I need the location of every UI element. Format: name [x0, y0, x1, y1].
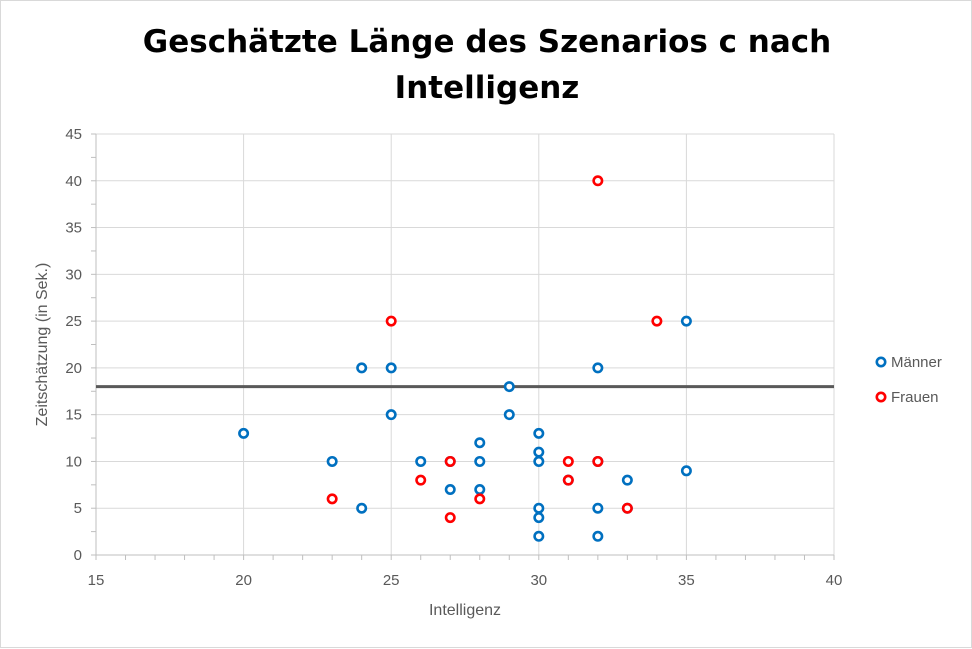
legend-label: Männer: [891, 354, 942, 371]
data-point: [385, 409, 397, 421]
data-point: [533, 427, 545, 439]
y-tick-label: 15: [65, 407, 82, 424]
data-point: [533, 512, 545, 524]
data-point: [474, 455, 486, 467]
data-point: [356, 362, 368, 374]
x-tick-label: 15: [88, 572, 105, 589]
data-point: [533, 502, 545, 514]
x-tick-label: 25: [383, 572, 400, 589]
chart-title: Geschätzte Länge des Szenarios c nach In…: [1, 19, 972, 111]
data-point: [474, 437, 486, 449]
data-point: [356, 502, 368, 514]
y-axis-title: Zeitschätzung (in Sek.): [34, 263, 51, 427]
data-point: [326, 455, 338, 467]
y-tick-label: 40: [65, 173, 82, 190]
x-tick-label: 40: [826, 572, 843, 589]
data-point: [592, 175, 604, 187]
data-point: [680, 315, 692, 327]
data-point: [621, 502, 633, 514]
y-tick-label: 45: [65, 126, 82, 143]
x-axis-title: Intelligenz: [429, 602, 501, 619]
chart-title-line-1: Geschätzte Länge des Szenarios c nach: [142, 24, 832, 60]
legend-marker: [875, 356, 887, 368]
data-point: [385, 362, 397, 374]
x-tick-label: 35: [678, 572, 695, 589]
y-tick-label: 10: [65, 453, 82, 470]
data-point: [651, 315, 663, 327]
data-point: [238, 427, 250, 439]
data-point: [385, 315, 397, 327]
data-point: [562, 474, 574, 486]
data-point: [503, 381, 515, 393]
data-point: [444, 484, 456, 496]
y-tick-label: 35: [65, 220, 82, 237]
y-tick-label: 20: [65, 360, 82, 377]
data-point: [592, 455, 604, 467]
data-point: [415, 474, 427, 486]
chart-title-line-2: Intelligenz: [394, 70, 580, 106]
data-point: [562, 455, 574, 467]
data-point: [533, 530, 545, 542]
data-point: [592, 362, 604, 374]
x-tick-label: 30: [530, 572, 547, 589]
data-point: [415, 455, 427, 467]
data-point: [444, 512, 456, 524]
y-tick-label: 5: [74, 500, 82, 517]
legend-marker: [875, 391, 887, 403]
data-point: [533, 446, 545, 458]
data-point: [680, 465, 692, 477]
data-point: [444, 455, 456, 467]
data-point: [474, 493, 486, 505]
y-tick-label: 25: [65, 313, 82, 330]
data-point: [533, 455, 545, 467]
x-tick-label: 20: [235, 572, 252, 589]
y-tick-label: 0: [74, 547, 82, 564]
data-point: [621, 474, 633, 486]
data-point: [592, 502, 604, 514]
data-point: [503, 409, 515, 421]
data-point: [326, 493, 338, 505]
y-tick-label: 30: [65, 266, 82, 283]
legend-label: Frauen: [891, 389, 939, 406]
data-point: [592, 530, 604, 542]
data-point: [474, 484, 486, 496]
